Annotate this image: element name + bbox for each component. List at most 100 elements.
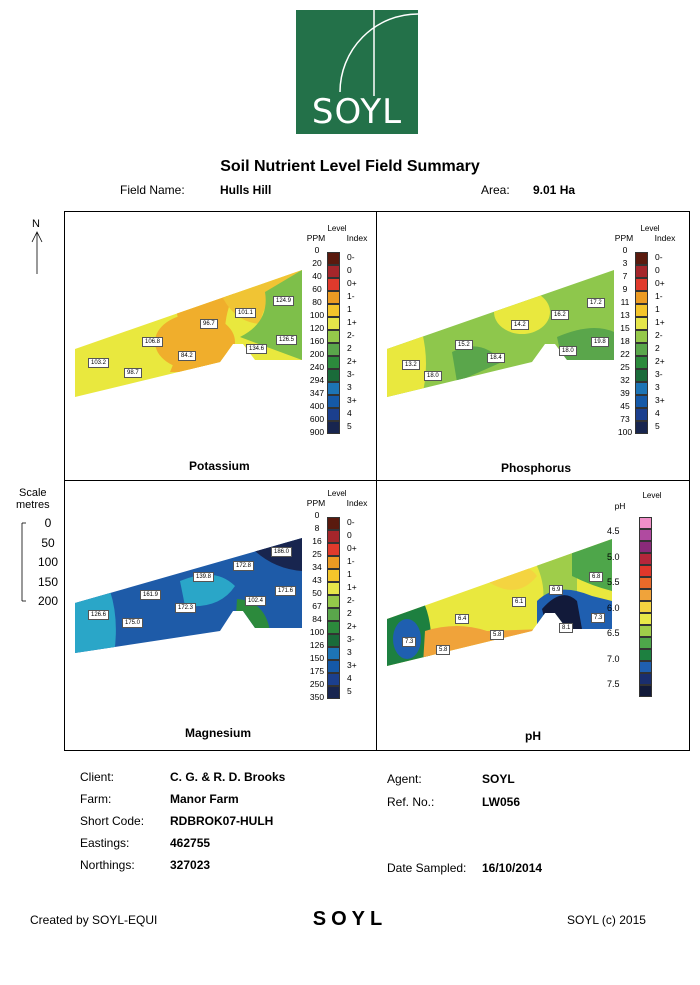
legend-tick-label: 5 xyxy=(347,686,352,696)
sample-value: 18.0 xyxy=(424,371,442,381)
legend-tick-label: 1- xyxy=(655,291,663,301)
sample-value: 13.2 xyxy=(402,360,420,370)
legend-tick-label: 240 xyxy=(309,362,325,372)
legend-color-swatch xyxy=(635,330,648,343)
legend-color-swatch xyxy=(639,673,652,685)
legend-tick-label: 347 xyxy=(309,388,325,398)
north-arrow-icon xyxy=(31,231,43,274)
legend-tick-label: 0 xyxy=(347,265,352,275)
northings-label: Northings: xyxy=(80,858,135,872)
date-sampled-label: Date Sampled: xyxy=(387,861,467,875)
scale-unit: metres xyxy=(16,499,50,511)
legend-tick-label: 16 xyxy=(312,536,322,546)
sample-value: 16.2 xyxy=(551,310,569,320)
sample-value: 103.2 xyxy=(88,358,110,368)
sample-value: 7.3 xyxy=(402,637,417,647)
legend-tick-label: 4 xyxy=(347,673,352,683)
legend-tick-label: 1+ xyxy=(347,582,357,592)
footer-created-by: Created by SOYL-EQUI xyxy=(30,913,158,927)
sample-value: 101.1 xyxy=(235,308,257,318)
legend-color-swatch xyxy=(639,589,652,601)
legend-colorbar xyxy=(639,517,652,697)
legend-tick-label: 3+ xyxy=(347,660,357,670)
legend-tick-label: 5 xyxy=(347,421,352,431)
ph-panel: 7.3 5.8 6.4 5.8 6.1 6.9 6.8 8.1 7.3 Leve… xyxy=(377,481,688,749)
sample-value: 126.5 xyxy=(276,335,298,345)
legend-tick-label: 600 xyxy=(309,414,325,424)
field-name-label: Field Name: xyxy=(120,183,185,197)
sample-value: 8.1 xyxy=(559,623,574,633)
sample-value: 106.8 xyxy=(142,337,164,347)
legend-tick-label: 3 xyxy=(347,647,352,657)
farm-label: Farm: xyxy=(80,792,112,806)
area-value: 9.01 Ha xyxy=(533,183,576,197)
legend-tick-label: 2+ xyxy=(655,356,665,366)
legend-colorbar xyxy=(635,252,648,434)
sample-value: 171.6 xyxy=(275,586,297,596)
ref-label: Ref. No.: xyxy=(387,795,435,809)
legend-tick-label: 13 xyxy=(620,310,630,320)
panel-title: Potassium xyxy=(189,459,250,473)
farm-value: Manor Farm xyxy=(170,792,239,806)
legend-color-swatch xyxy=(635,382,648,395)
legend-color-swatch xyxy=(327,556,340,569)
area-label: Area: xyxy=(481,183,510,197)
legend-tick-label: 0+ xyxy=(347,278,357,288)
legend-tick-label: 1+ xyxy=(655,317,665,327)
legend-tick-label: 3- xyxy=(347,369,355,379)
legend-color-swatch xyxy=(327,569,340,582)
legend-color-swatch xyxy=(327,686,340,699)
legend-color-swatch xyxy=(635,317,648,330)
legend-color-swatch xyxy=(327,382,340,395)
legend-tick-label: 2+ xyxy=(347,356,357,366)
legend-tick-label: 39 xyxy=(620,388,630,398)
legend-colorbar xyxy=(327,252,340,434)
scale-bar-line xyxy=(21,522,26,602)
potassium-panel: 103.2 106.8 98.7 84.2 96.7 101.1 124.9 1… xyxy=(65,212,376,480)
legend-tick-label: 250 xyxy=(309,679,325,689)
magnesium-map xyxy=(75,538,302,653)
sample-value: 139.8 xyxy=(193,572,215,582)
client-label: Client: xyxy=(80,770,115,784)
sample-value: 6.9 xyxy=(549,585,564,595)
legend-tick-label: 0+ xyxy=(655,278,665,288)
panel-title: Phosphorus xyxy=(501,461,572,475)
legend-level-label: Level xyxy=(642,491,662,500)
legend-tick-label: 18 xyxy=(620,336,630,346)
legend-tick-label: 200 xyxy=(309,349,325,359)
legend-color-swatch xyxy=(327,634,340,647)
scale-tick: 150 xyxy=(37,574,59,589)
sample-value: 126.6 xyxy=(88,610,110,620)
legend-tick-label: 100 xyxy=(617,427,633,437)
eastings-label: Eastings: xyxy=(80,836,130,850)
legend-color-swatch xyxy=(327,595,340,608)
legend-tick-label: 3+ xyxy=(347,395,357,405)
legend-level-label: Level xyxy=(640,224,660,233)
legend-tick-label: 20 xyxy=(312,258,322,268)
scale-tick: 0 xyxy=(44,516,52,530)
legend-tick-label: 126 xyxy=(309,640,325,650)
legend-color-swatch xyxy=(327,517,340,530)
sample-value: 6.1 xyxy=(512,597,527,607)
north-label: N xyxy=(32,218,40,230)
legend-tick-label: 5 xyxy=(655,421,660,431)
legend-tick-label: 150 xyxy=(309,653,325,663)
sample-value: 17.2 xyxy=(587,298,605,308)
legend-color-swatch xyxy=(327,395,340,408)
field-name-value: Hulls Hill xyxy=(220,183,272,197)
legend-tick-label: 34 xyxy=(312,562,322,572)
legend-tick-label: 120 xyxy=(309,323,325,333)
short-code-value: RDBROK07-HULH xyxy=(170,814,274,828)
legend-tick-label: 4 xyxy=(347,408,352,418)
sample-value: 102.4 xyxy=(245,596,267,606)
legend-ppm-values: 0 8 16 25 34 43 50 67 84 100 126 150 175 250 350 xyxy=(307,509,327,704)
legend-color-swatch xyxy=(327,304,340,317)
legend-tick-label: 0+ xyxy=(347,543,357,553)
logo-text: SOYL xyxy=(311,92,403,132)
legend-tick-label: 6.5 xyxy=(607,628,620,638)
legend-color-swatch xyxy=(639,601,652,613)
phosphorus-panel: 13.2 18.0 15.2 18.4 14.2 16.2 17.2 18.0 … xyxy=(377,212,688,480)
legend-tick-label: 160 xyxy=(309,336,325,346)
panel-title: Magnesium xyxy=(185,726,252,740)
legend-tick-label: 2- xyxy=(347,330,355,340)
